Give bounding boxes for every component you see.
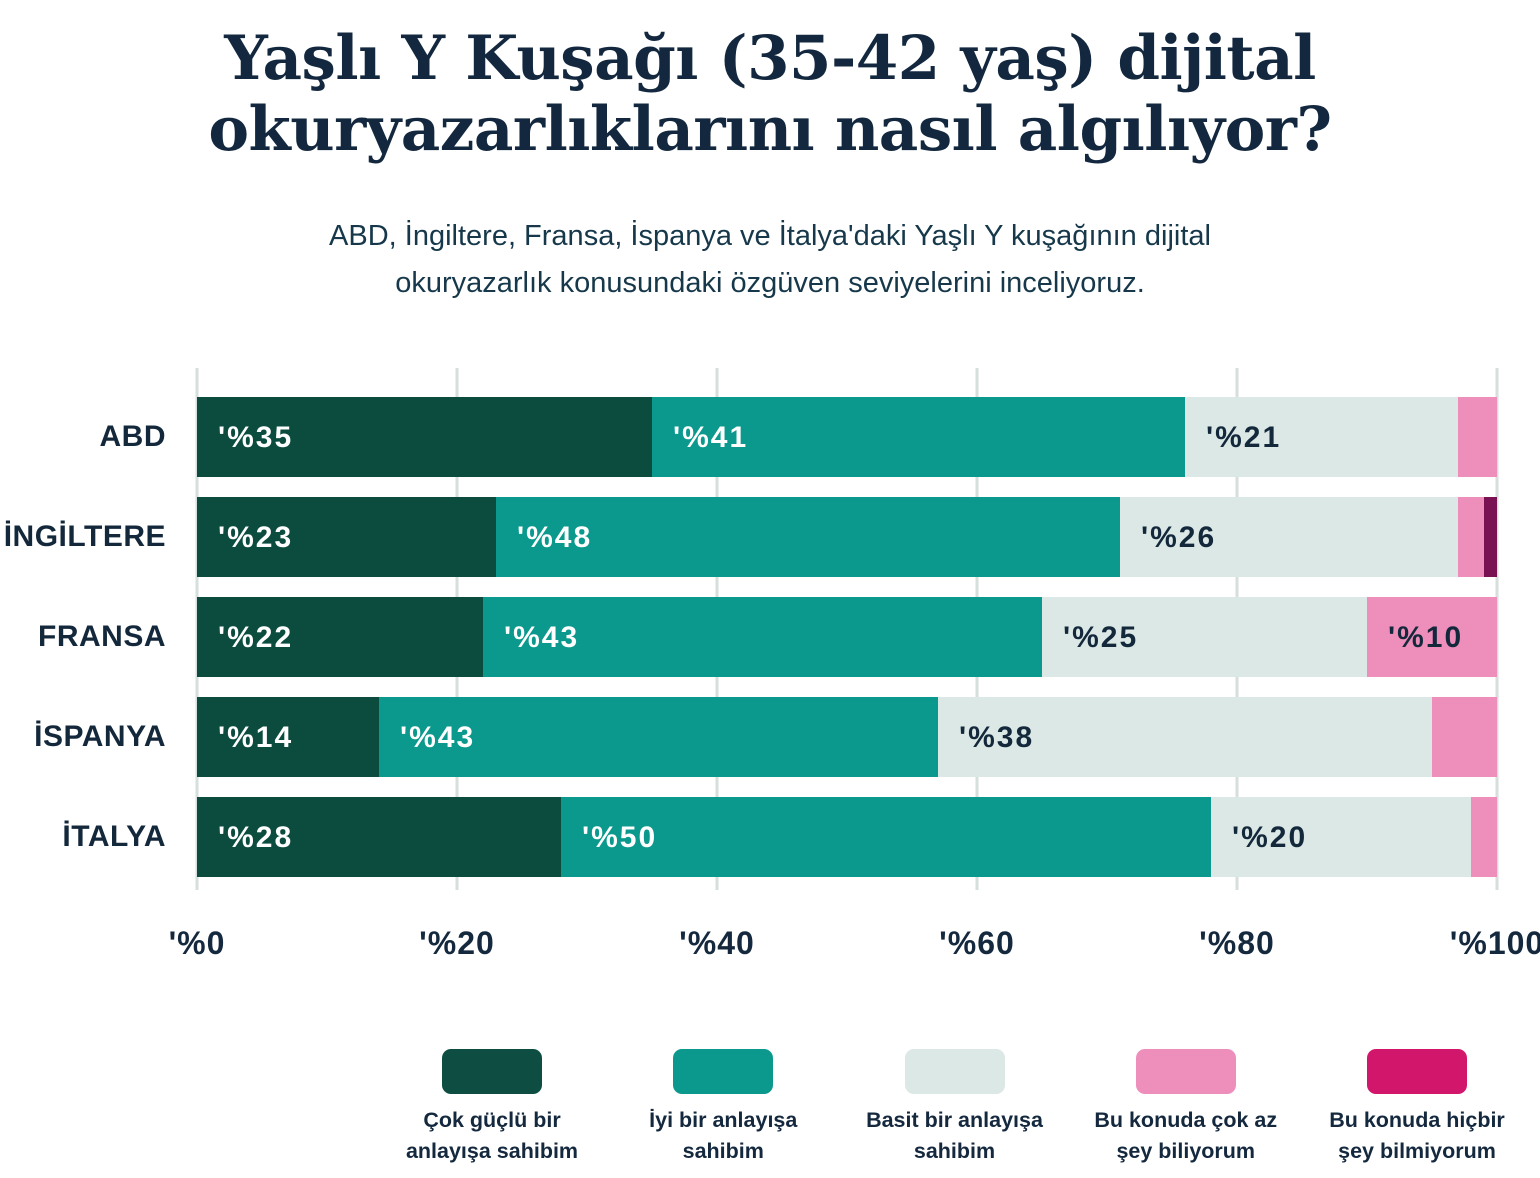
- legend-label: Bu konuda hiçbir şey bilmiyorum: [1329, 1108, 1505, 1163]
- bar-segment: '%20: [1211, 797, 1471, 877]
- legend-label: İyi bir anlayışa sahibim: [649, 1108, 798, 1163]
- bar-value-label: '%26: [1141, 521, 1217, 554]
- bar-row-fransa: '%22 '%43 '%25 '%10: [197, 597, 1497, 677]
- chart-title: Yaşlı Y Kuşağı (35-42 yaş) dijital okury…: [0, 23, 1540, 166]
- legend-item: Bu konuda hiçbir şey bilmiyorum: [1301, 1049, 1533, 1166]
- bar-segment: '%22: [197, 597, 483, 677]
- bar-segment: [1432, 697, 1497, 777]
- plot-area: '%35 '%41 '%21 '%23 '%48 '%26 '%22 '%43 '%25 '%10…: [195, 368, 1499, 890]
- bar-segment: '%35: [197, 397, 652, 477]
- category-label: İSPANYA: [34, 720, 166, 753]
- bar-value-label: '%43: [504, 621, 580, 654]
- bar-value-label: '%20: [1232, 821, 1308, 854]
- bar-segment: [1458, 497, 1484, 577]
- bar-segment: '%48: [496, 497, 1120, 577]
- legend-label: Çok güçlü bir anlayışa sahibim: [405, 1108, 579, 1163]
- category-label: FRANSA: [38, 620, 166, 653]
- legend-label: Basit bir anlayışa sahibim: [866, 1108, 1043, 1163]
- chart-subtitle-line1: ABD, İngiltere, Fransa, İspanya ve İtaly…: [329, 220, 1211, 252]
- x-tick-label: '%100: [1449, 925, 1540, 961]
- gridline: [1495, 368, 1499, 890]
- legend-item: Basit bir anlayışa sahibim: [839, 1049, 1071, 1166]
- bar-segment: '%10: [1367, 597, 1497, 677]
- category-label: ABD: [99, 420, 166, 453]
- chart-subtitle: ABD, İngiltere, Fransa, İspanya ve İtaly…: [0, 213, 1540, 307]
- bar-value-label: '%25: [1063, 621, 1139, 654]
- bar-row-i̇ngi̇ltere: '%23 '%48 '%26: [197, 497, 1497, 577]
- bar-segment: '%41: [652, 397, 1185, 477]
- bar-value-label: '%22: [218, 621, 294, 654]
- bar-segment: [1458, 397, 1497, 477]
- bar-value-label: '%50: [582, 821, 658, 854]
- bar-segment: '%21: [1185, 397, 1458, 477]
- bar-segment: '%38: [938, 697, 1432, 777]
- legend-item: Çok güçlü bir anlayışa sahibim: [376, 1049, 608, 1166]
- legend-item: İyi bir anlayışa sahibim: [607, 1049, 839, 1166]
- bar-segment: '%43: [483, 597, 1042, 677]
- bar-value-label: '%41: [673, 421, 749, 454]
- bar-value-label: '%23: [218, 521, 294, 554]
- bar-segment: '%25: [1042, 597, 1367, 677]
- x-tick-label: '%20: [419, 925, 495, 961]
- category-label: İNGİLTERE: [3, 520, 166, 553]
- bar-segment: '%28: [197, 797, 561, 877]
- legend-swatch: [673, 1049, 774, 1094]
- legend-label: Bu konuda çok az şey biliyorum: [1094, 1108, 1278, 1163]
- x-tick-label: '%80: [1199, 925, 1275, 961]
- bar-row-i̇talya: '%28 '%50 '%20: [197, 797, 1497, 877]
- chart-subtitle-line2: okuryazarlık konusundaki özgüven seviyel…: [395, 266, 1145, 299]
- bar-segment: '%23: [197, 497, 496, 577]
- bar-row-abd: '%35 '%41 '%21: [197, 397, 1497, 477]
- x-tick-label: '%40: [679, 925, 755, 961]
- bar-value-label: '%28: [218, 821, 294, 854]
- x-tick-label: '%60: [939, 925, 1015, 961]
- bar-segment: '%14: [197, 697, 379, 777]
- bar-value-label: '%14: [218, 721, 294, 754]
- legend-item: Bu konuda çok az şey biliyorum: [1070, 1049, 1302, 1166]
- bar-value-label: '%10: [1388, 621, 1464, 654]
- bar-value-label: '%35: [218, 421, 294, 454]
- bar-value-label: '%43: [400, 721, 476, 754]
- chart-title-line1: Yaşlı Y Kuşağı (35-42 yaş) dijital: [224, 23, 1316, 94]
- chart-title-line2: okuryazarlıklarını nasıl algılıyor?: [208, 93, 1332, 165]
- bar-segment: '%26: [1120, 497, 1458, 577]
- category-label: İTALYA: [62, 820, 166, 853]
- bar-value-label: '%48: [517, 521, 593, 554]
- legend-swatch: [442, 1049, 542, 1094]
- legend-swatch: [904, 1049, 1005, 1094]
- bar-value-label: '%21: [1206, 421, 1282, 454]
- bar-segment: [1484, 497, 1497, 577]
- bar-segment: [1471, 797, 1497, 877]
- legend-swatch: [1135, 1049, 1236, 1094]
- bar-row-i̇spanya: '%14 '%43 '%38: [197, 697, 1497, 777]
- bar-segment: '%50: [561, 797, 1211, 877]
- bar-value-label: '%38: [959, 721, 1035, 754]
- legend-swatch: [1367, 1049, 1467, 1094]
- bar-segment: '%43: [379, 697, 938, 777]
- x-tick-label: '%0: [168, 925, 226, 961]
